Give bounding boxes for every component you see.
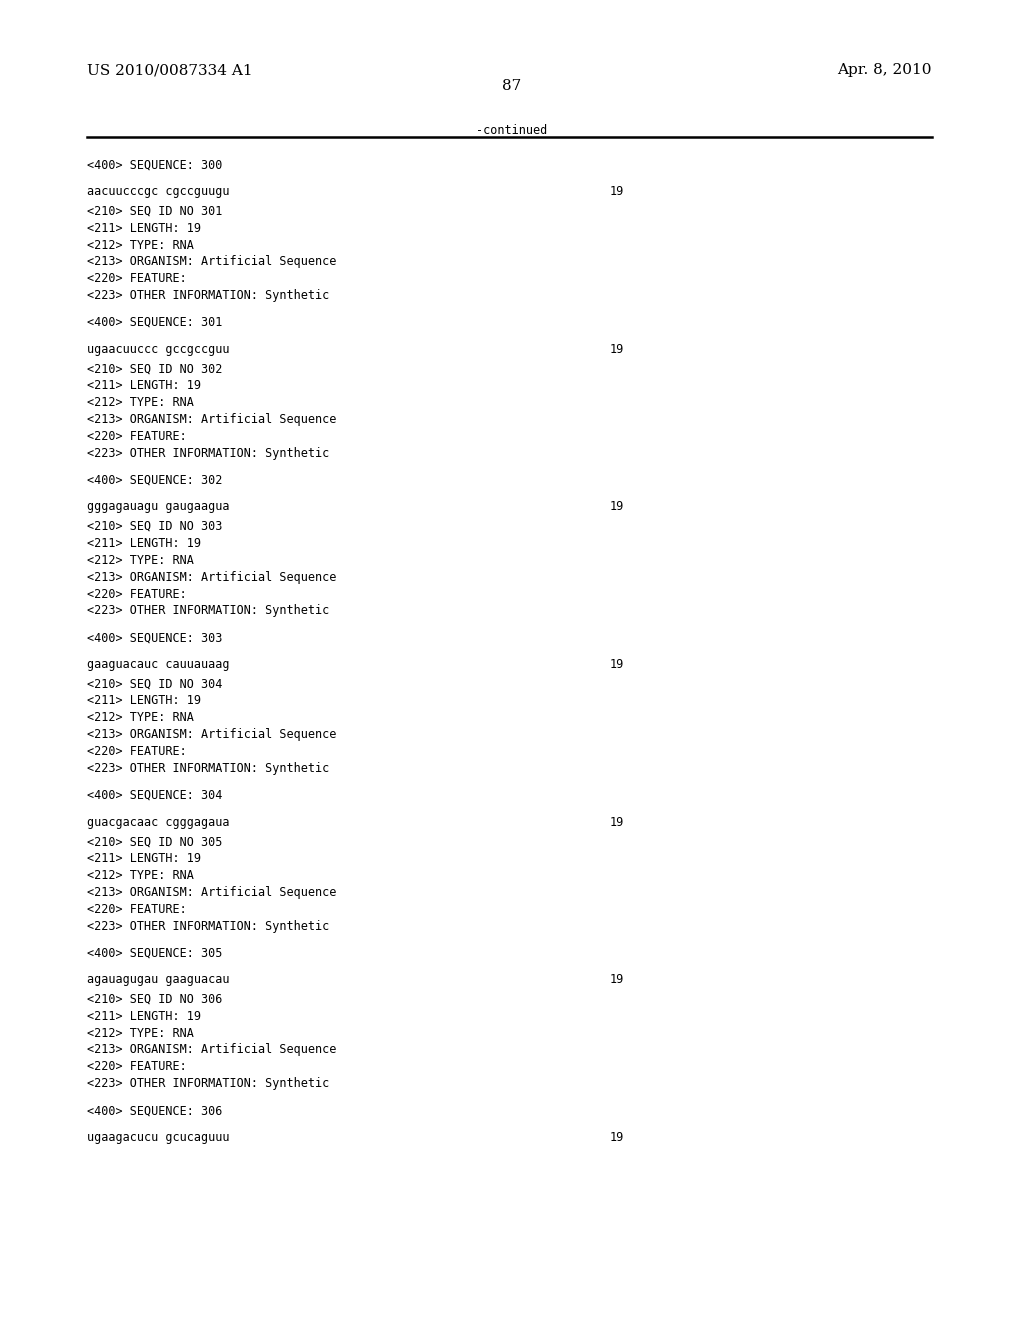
Text: <400> SEQUENCE: 304: <400> SEQUENCE: 304 <box>87 789 222 801</box>
Text: gaaguacauc cauuauaag: gaaguacauc cauuauaag <box>87 659 229 671</box>
Text: <211> LENGTH: 19: <211> LENGTH: 19 <box>87 694 201 708</box>
Text: <400> SEQUENCE: 305: <400> SEQUENCE: 305 <box>87 946 222 960</box>
Text: 19: 19 <box>609 500 624 513</box>
Text: gggagauagu gaugaagua: gggagauagu gaugaagua <box>87 500 229 513</box>
Text: <213> ORGANISM: Artificial Sequence: <213> ORGANISM: Artificial Sequence <box>87 729 337 742</box>
Text: 19: 19 <box>609 659 624 671</box>
Text: <220> FEATURE:: <220> FEATURE: <box>87 587 186 601</box>
Text: <223> OTHER INFORMATION: Synthetic: <223> OTHER INFORMATION: Synthetic <box>87 447 330 459</box>
Text: <211> LENGTH: 19: <211> LENGTH: 19 <box>87 1010 201 1023</box>
Text: 19: 19 <box>609 185 624 198</box>
Text: <223> OTHER INFORMATION: Synthetic: <223> OTHER INFORMATION: Synthetic <box>87 762 330 775</box>
Text: <400> SEQUENCE: 300: <400> SEQUENCE: 300 <box>87 158 222 172</box>
Text: <213> ORGANISM: Artificial Sequence: <213> ORGANISM: Artificial Sequence <box>87 570 337 583</box>
Text: 87: 87 <box>503 79 521 94</box>
Text: <210> SEQ ID NO 302: <210> SEQ ID NO 302 <box>87 363 222 375</box>
Text: <220> FEATURE:: <220> FEATURE: <box>87 746 186 758</box>
Text: <212> TYPE: RNA: <212> TYPE: RNA <box>87 1027 194 1040</box>
Text: <212> TYPE: RNA: <212> TYPE: RNA <box>87 554 194 566</box>
Text: agauagugau gaaguacau: agauagugau gaaguacau <box>87 973 229 986</box>
Text: 19: 19 <box>609 816 624 829</box>
Text: <220> FEATURE:: <220> FEATURE: <box>87 430 186 444</box>
Text: -continued: -continued <box>476 124 548 137</box>
Text: <220> FEATURE:: <220> FEATURE: <box>87 1060 186 1073</box>
Text: <213> ORGANISM: Artificial Sequence: <213> ORGANISM: Artificial Sequence <box>87 413 337 426</box>
Text: 19: 19 <box>609 343 624 356</box>
Text: <223> OTHER INFORMATION: Synthetic: <223> OTHER INFORMATION: Synthetic <box>87 289 330 302</box>
Text: <223> OTHER INFORMATION: Synthetic: <223> OTHER INFORMATION: Synthetic <box>87 920 330 933</box>
Text: <211> LENGTH: 19: <211> LENGTH: 19 <box>87 853 201 865</box>
Text: ugaacuuccc gccgccguu: ugaacuuccc gccgccguu <box>87 343 229 356</box>
Text: Apr. 8, 2010: Apr. 8, 2010 <box>838 63 932 78</box>
Text: <400> SEQUENCE: 306: <400> SEQUENCE: 306 <box>87 1104 222 1117</box>
Text: 19: 19 <box>609 973 624 986</box>
Text: <213> ORGANISM: Artificial Sequence: <213> ORGANISM: Artificial Sequence <box>87 1044 337 1056</box>
Text: aacuucccgc cgccguugu: aacuucccgc cgccguugu <box>87 185 229 198</box>
Text: <212> TYPE: RNA: <212> TYPE: RNA <box>87 396 194 409</box>
Text: <212> TYPE: RNA: <212> TYPE: RNA <box>87 711 194 725</box>
Text: <213> ORGANISM: Artificial Sequence: <213> ORGANISM: Artificial Sequence <box>87 256 337 268</box>
Text: <400> SEQUENCE: 301: <400> SEQUENCE: 301 <box>87 315 222 329</box>
Text: <223> OTHER INFORMATION: Synthetic: <223> OTHER INFORMATION: Synthetic <box>87 1077 330 1090</box>
Text: <211> LENGTH: 19: <211> LENGTH: 19 <box>87 537 201 550</box>
Text: <211> LENGTH: 19: <211> LENGTH: 19 <box>87 379 201 392</box>
Text: <211> LENGTH: 19: <211> LENGTH: 19 <box>87 222 201 235</box>
Text: <400> SEQUENCE: 302: <400> SEQUENCE: 302 <box>87 474 222 487</box>
Text: <210> SEQ ID NO 306: <210> SEQ ID NO 306 <box>87 993 222 1006</box>
Text: <210> SEQ ID NO 305: <210> SEQ ID NO 305 <box>87 836 222 849</box>
Text: <212> TYPE: RNA: <212> TYPE: RNA <box>87 869 194 882</box>
Text: <223> OTHER INFORMATION: Synthetic: <223> OTHER INFORMATION: Synthetic <box>87 605 330 618</box>
Text: ugaagacucu gcucaguuu: ugaagacucu gcucaguuu <box>87 1131 229 1144</box>
Text: 19: 19 <box>609 1131 624 1144</box>
Text: guacgacaac cgggagaua: guacgacaac cgggagaua <box>87 816 229 829</box>
Text: <213> ORGANISM: Artificial Sequence: <213> ORGANISM: Artificial Sequence <box>87 886 337 899</box>
Text: <220> FEATURE:: <220> FEATURE: <box>87 272 186 285</box>
Text: <212> TYPE: RNA: <212> TYPE: RNA <box>87 239 194 252</box>
Text: <210> SEQ ID NO 303: <210> SEQ ID NO 303 <box>87 520 222 533</box>
Text: <220> FEATURE:: <220> FEATURE: <box>87 903 186 916</box>
Text: <210> SEQ ID NO 301: <210> SEQ ID NO 301 <box>87 205 222 218</box>
Text: <400> SEQUENCE: 303: <400> SEQUENCE: 303 <box>87 631 222 644</box>
Text: US 2010/0087334 A1: US 2010/0087334 A1 <box>87 63 253 78</box>
Text: <210> SEQ ID NO 304: <210> SEQ ID NO 304 <box>87 677 222 690</box>
